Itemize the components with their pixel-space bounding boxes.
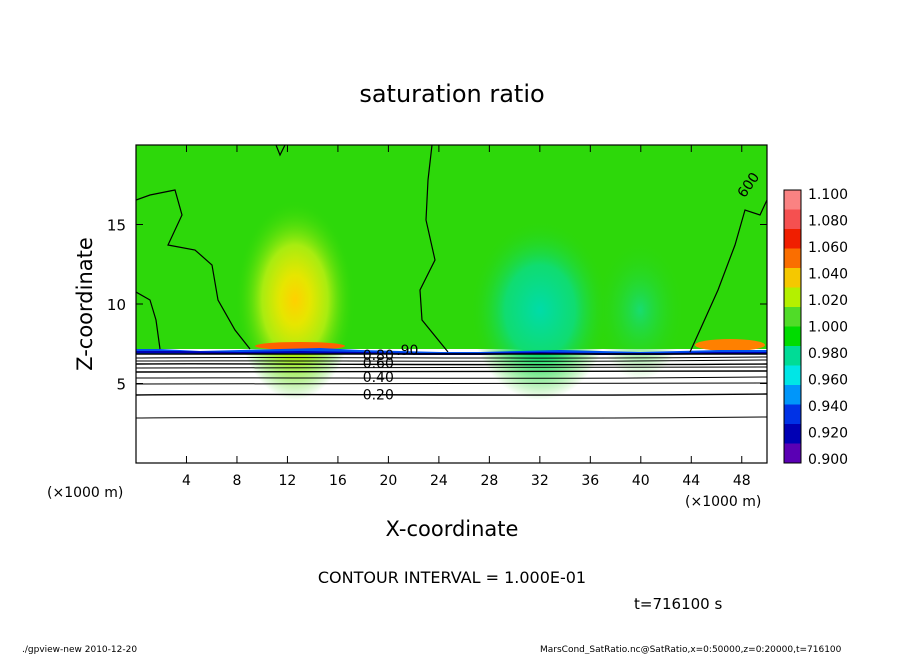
contour-1-top (275, 145, 286, 157)
chart-title: saturation ratio (359, 80, 544, 108)
colorbar-swatch (784, 346, 801, 366)
cool-anomaly-right (595, 240, 685, 380)
colorbar-swatch (784, 190, 801, 210)
y-axis-label: Z-coordinate (73, 237, 97, 371)
colorbar-label: 0.940 (808, 399, 848, 415)
x-tick-label: 12 (279, 473, 297, 489)
warm-strip-left (255, 342, 345, 350)
colorbar-swatch (784, 248, 801, 269)
colorbar: 1.100 1.080 1.060 1.040 1.020 1.000 0.980 0.960… (783, 187, 848, 468)
colorbar-swatch (784, 404, 801, 425)
colorbar-swatch (784, 365, 801, 386)
contour-label: .90 (396, 343, 418, 359)
contour-lines (136, 145, 767, 419)
colorbar-label: 0.980 (808, 346, 848, 362)
x-tick-label: 8 (232, 473, 241, 489)
x-tick-label: 4 (182, 473, 191, 489)
y-axis-ticks: 5 10 15 (107, 217, 767, 394)
contour-label: 0.20 (363, 388, 394, 404)
x-tick-label: 44 (682, 473, 700, 489)
x-axis-ticks: 4 8 12 16 20 24 28 32 36 40 44 48 (182, 145, 751, 489)
x-axis-unit-left: (×1000 m) (47, 485, 123, 501)
footer-right: MarsCond_SatRatio.nc@SatRatio,x=0:50000,… (540, 645, 842, 654)
colorbar-label: 1.060 (808, 240, 848, 256)
colorbar-label: 1.020 (808, 293, 848, 309)
colorbar-swatch (784, 326, 801, 347)
x-tick-label: 36 (581, 473, 599, 489)
contour-label: 0.40 (363, 370, 394, 386)
cool-anomaly-center (470, 220, 610, 400)
x-tick-label: 16 (329, 473, 347, 489)
x-tick-label: 20 (379, 473, 397, 489)
contour-1-left-edge (136, 291, 161, 350)
contour-1-right (689, 199, 767, 353)
colorbar-label: 1.100 (808, 187, 848, 203)
x-axis-label: X-coordinate (386, 517, 519, 541)
y-tick-label: 5 (116, 376, 126, 394)
contour-label: 0.80 (363, 348, 394, 364)
colorbar-swatch (784, 307, 801, 327)
colorbar-label: 0.960 (808, 373, 848, 389)
colorbar-swatch (784, 443, 801, 464)
x-tick-label: 48 (733, 473, 751, 489)
x-tick-label: 40 (632, 473, 650, 489)
colorbar-swatch (784, 287, 801, 308)
contour-label: 0.60 (363, 356, 394, 372)
x-tick-label: 28 (480, 473, 498, 489)
colorbar-frame (783, 189, 802, 464)
colorbar-label: 1.080 (808, 213, 848, 229)
colorbar-swatch (784, 229, 801, 249)
colorbar-swatch (784, 385, 801, 405)
footer-left: ./gpview-new 2010-12-20 (22, 645, 137, 654)
x-tick-label: 24 (430, 473, 448, 489)
contour-1-left (136, 189, 251, 350)
warm-anomaly-left (235, 200, 355, 400)
y-tick-label: 10 (107, 296, 126, 314)
warm-anomaly-right (695, 339, 765, 351)
x-axis-unit-right: (×1000 m) (685, 494, 761, 510)
colorbar-label: 0.900 (808, 452, 848, 468)
colorbar-swatch (784, 424, 801, 444)
colorbar-label: 1.040 (808, 266, 848, 282)
contour-1-center (419, 145, 449, 353)
x-tick-label: 32 (531, 473, 549, 489)
contour-interval-note: CONTOUR INTERVAL = 1.000E-01 (318, 568, 586, 587)
colorbar-label: 0.920 (808, 426, 848, 442)
time-stamp: t=716100 s (634, 595, 722, 613)
y-tick-label: 15 (107, 217, 126, 235)
colorbar-label: 1.000 (808, 320, 848, 336)
colorbar-swatch (784, 268, 801, 288)
colorbar-swatch (784, 209, 801, 230)
